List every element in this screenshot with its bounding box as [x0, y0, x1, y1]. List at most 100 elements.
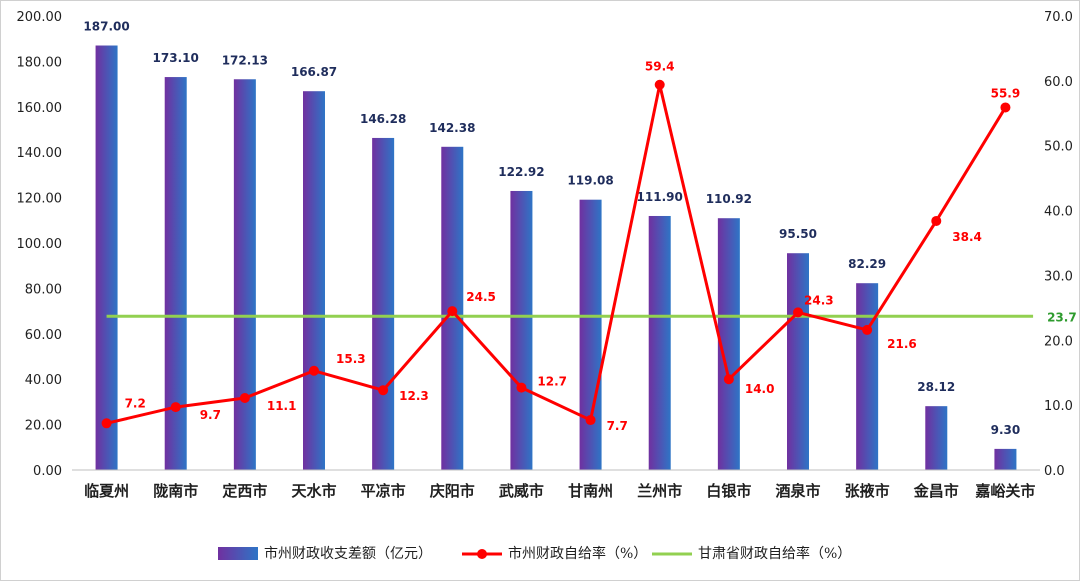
bar-value-labels: 187.00 173.10 172.13 166.87 146.28 142.38 122.…: [83, 20, 1020, 437]
rate-value-labels: 7.2 9.7 11.1 15.3 12.3 24.5 12.7 7.7 59.4 14.0 24.…: [125, 60, 1021, 433]
legend-bar-swatch: [218, 547, 258, 560]
bar-series: [95, 45, 1017, 471]
left-y-axis: 0.00 20.00 40.00 60.00 80.00 100.00 120.00 140.…: [17, 10, 63, 479]
legend-rate-label: 市州财政自给率（%）: [508, 545, 647, 562]
rate-value-label: 12.7: [537, 375, 567, 389]
category-label: 嘉峪关市: [974, 482, 1035, 500]
category-label: 天水市: [291, 482, 336, 500]
bar-value-label: 111.90: [637, 190, 683, 204]
bar: [994, 448, 1017, 470]
right-tick-label: 30.0: [1044, 269, 1073, 284]
bar: [372, 137, 395, 470]
province-rate-label: 23.7: [1047, 310, 1077, 324]
rate-value-label: 59.4: [645, 60, 675, 74]
left-tick-label: 0.00: [33, 464, 62, 479]
category-label: 庆阳市: [430, 482, 475, 500]
bar: [925, 406, 948, 470]
rate-value-label: 15.3: [336, 352, 366, 366]
bar: [856, 283, 879, 470]
rate-point: [931, 215, 942, 226]
bar: [648, 215, 671, 470]
category-label: 武威市: [499, 482, 544, 500]
bar-value-label: 142.38: [429, 121, 475, 135]
rate-point: [654, 79, 665, 90]
province-rate-line: 23.7: [106, 310, 1077, 324]
bar-value-label: 119.08: [567, 174, 613, 188]
rate-value-label: 12.3: [399, 389, 429, 403]
category-label: 陇南市: [153, 482, 198, 500]
bar-value-label: 82.29: [848, 257, 886, 271]
rate-point: [170, 402, 181, 413]
bar-value-label: 187.00: [83, 20, 129, 34]
bar-value-label: 28.12: [917, 380, 955, 394]
legend-bar-label: 市州财政收支差额（亿元）: [264, 545, 432, 562]
left-tick-label: 120.00: [17, 192, 63, 207]
category-label: 定西市: [222, 482, 267, 500]
category-label: 临夏州: [84, 482, 129, 500]
bar: [510, 190, 533, 470]
city-rate-line-path: [106, 83, 1007, 425]
left-tick-label: 140.00: [17, 146, 63, 161]
left-tick-label: 60.00: [25, 328, 62, 343]
rate-value-label: 7.2: [125, 396, 146, 410]
rate-point: [862, 324, 873, 335]
left-tick-label: 180.00: [17, 55, 63, 70]
bar-value-label: 110.92: [706, 192, 752, 206]
category-label: 金昌市: [913, 482, 959, 500]
rate-point: [585, 415, 596, 426]
bar-value-label: 173.10: [153, 51, 199, 65]
rate-point: [239, 393, 250, 404]
bar: [95, 45, 118, 470]
bar: [303, 91, 325, 470]
bar-value-label: 166.87: [291, 65, 337, 79]
left-tick-label: 40.00: [25, 373, 62, 388]
bar-value-label: 95.50: [779, 227, 817, 241]
right-tick-label: 50.0: [1044, 140, 1073, 155]
right-tick-label: 0.0: [1044, 464, 1065, 479]
bar-value-label: 9.30: [991, 423, 1021, 437]
right-y-axis: 0.0 10.0 20.0 30.0 40.0 50.0 60.0 70.0: [1044, 10, 1073, 479]
bar-value-label: 172.13: [222, 53, 268, 67]
bar: [717, 218, 740, 470]
rate-point: [1000, 102, 1011, 113]
rate-value-label: 7.7: [607, 419, 628, 433]
left-tick-label: 160.00: [17, 101, 63, 116]
rate-point: [101, 418, 112, 429]
legend-province-label: 甘肃省财政自给率（%）: [698, 545, 851, 562]
category-label: 白银市: [706, 482, 751, 500]
rate-point: [723, 374, 734, 385]
right-tick-label: 20.0: [1044, 334, 1073, 349]
rate-point: [793, 307, 803, 318]
rate-value-label: 9.7: [200, 408, 221, 422]
x-axis-categories: 临夏州 陇南市 定西市 天水市 平凉市 庆阳市 武威市 甘南州 兰州市 白银市 酒泉市 张掖市 金昌市嘉…: [72, 469, 1040, 500]
left-tick-label: 200.00: [17, 10, 63, 25]
category-label: 张掖市: [845, 482, 890, 500]
rate-value-label: 55.9: [991, 86, 1021, 100]
bar: [164, 77, 187, 471]
legend-rate-marker: [477, 549, 487, 559]
left-tick-label: 100.00: [17, 237, 63, 252]
category-label: 酒泉市: [775, 482, 820, 500]
category-label: 平凉市: [361, 482, 406, 500]
right-tick-label: 40.0: [1044, 205, 1073, 220]
legend: 市州财政收支差额（亿元） 市州财政自给率（%） 甘肃省财政自给率（%）: [218, 545, 851, 562]
category-label: 甘南州: [568, 482, 613, 500]
rate-value-label: 14.0: [745, 382, 775, 396]
rate-point: [447, 306, 458, 317]
rate-value-label: 38.4: [952, 230, 982, 244]
rate-value-label: 24.3: [804, 293, 834, 307]
bar: [579, 199, 602, 470]
right-tick-label: 10.0: [1044, 399, 1073, 414]
bar: [787, 253, 809, 470]
left-tick-label: 80.00: [25, 282, 62, 297]
rate-value-label: 24.5: [466, 290, 496, 304]
city-rate-line: [101, 79, 1011, 429]
bar-value-label: 122.92: [498, 165, 544, 179]
rate-value-label: 11.1: [267, 399, 297, 413]
right-tick-label: 70.0: [1044, 10, 1073, 25]
category-label: 兰州市: [637, 482, 682, 500]
right-tick-label: 60.0: [1044, 75, 1073, 90]
rate-value-label: 21.6: [887, 337, 917, 351]
